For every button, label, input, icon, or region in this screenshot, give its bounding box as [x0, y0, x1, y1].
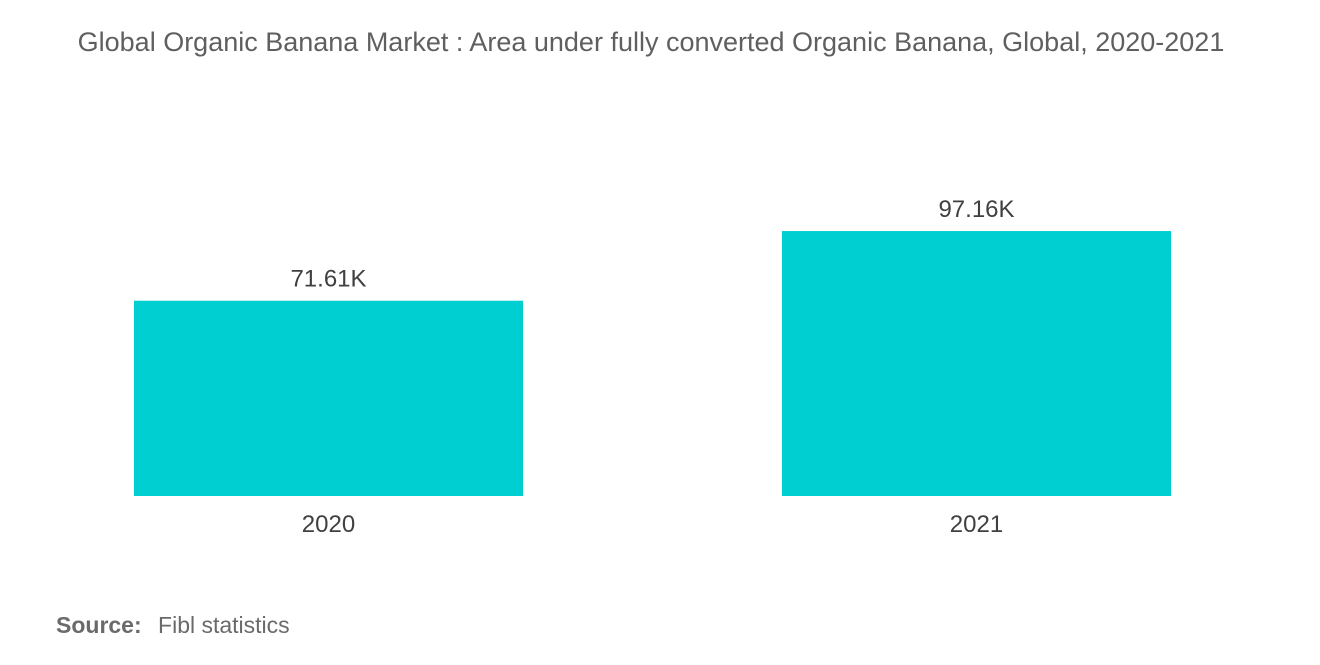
x-tick-label-2020: 2020 — [302, 511, 355, 538]
bar-2021 — [782, 231, 1171, 496]
bar-2020 — [134, 300, 523, 496]
source-label: Source: — [56, 612, 142, 638]
value-label-2020: 71.61K — [290, 266, 366, 293]
labels-layer: 71.61K 2020 97.16K 2021 — [290, 196, 1014, 538]
value-label-2021: 97.16K — [938, 196, 1014, 223]
source-note: Source: Fibl statistics — [56, 612, 290, 639]
source-text: Fibl statistics — [158, 612, 290, 638]
bars-layer — [134, 231, 1171, 496]
x-tick-label-2021: 2021 — [950, 511, 1003, 538]
chart-title: Global Organic Banana Market : Area unde… — [77, 27, 1225, 57]
